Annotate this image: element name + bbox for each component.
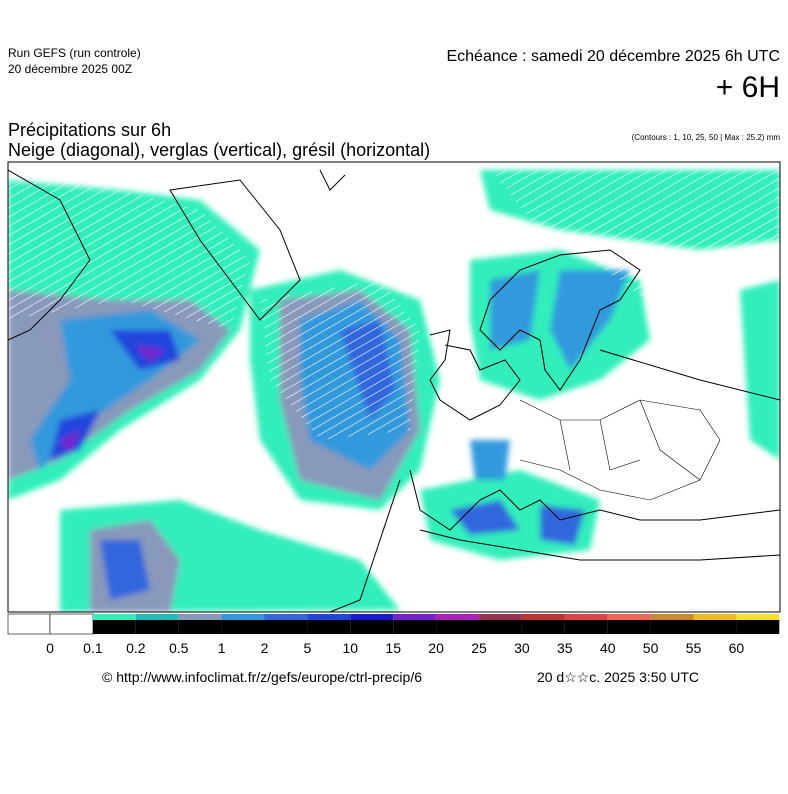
legend-swatch (92, 614, 136, 620)
contours-note: (Contours : 1, 10, 25, 50 | Max : 25.2) … (632, 133, 781, 142)
legend-tick-label: 40 (600, 640, 616, 656)
echeance: Echéance : samedi 20 décembre 2025 6h UT… (446, 48, 780, 65)
legend-bar (307, 620, 351, 634)
legend-bar (178, 620, 222, 634)
legend-bar (521, 620, 565, 634)
legend-swatch (49, 613, 94, 635)
run-date: 20 décembre 2025 00Z (8, 62, 132, 76)
legend-swatch (221, 614, 265, 620)
legend-tick-label: 60 (729, 640, 745, 656)
legend-tick-label: 10 (343, 640, 359, 656)
legend-tick-label: 35 (557, 640, 573, 656)
map-subtitle: Neige (diagonal), verglas (vertical), gr… (8, 140, 430, 160)
legend-tick-label: 5 (304, 640, 312, 656)
legend-bar (479, 620, 522, 634)
legend-bar (736, 620, 780, 634)
legend-tick-label: 30 (514, 640, 530, 656)
coastlines (8, 169, 780, 612)
legend-swatch (307, 614, 351, 620)
legend-swatch (7, 613, 51, 635)
legend-bar (650, 620, 694, 634)
snow-hatching (8, 170, 780, 440)
legend-bar (693, 620, 737, 634)
map-area (8, 162, 780, 612)
legend-tick-label: 15 (385, 640, 401, 656)
legend-swatch (564, 614, 608, 620)
legend-swatch (736, 614, 780, 620)
legend-bar (436, 620, 479, 634)
legend-bar (564, 620, 608, 634)
run-label: Run GEFS (run controle) (8, 46, 141, 60)
legend-tick-label: 55 (686, 640, 702, 656)
legend-swatch (650, 614, 694, 620)
legend-swatch (393, 614, 437, 620)
legend-swatch (350, 614, 394, 620)
legend-swatch (264, 614, 308, 620)
legend-tick-label: 0.1 (83, 640, 103, 656)
legend-tick-label: 25 (471, 640, 487, 656)
legend-swatch (436, 614, 479, 620)
color-legend: 0 0.1 0.2 0.5 1 2 5 10 15 20 25 30 35 40 50 55 60 (7, 613, 780, 656)
legend-bar (264, 620, 308, 634)
legend-swatch (135, 614, 179, 620)
legend-bar (92, 620, 136, 634)
legend-tick-label: 0.5 (169, 640, 189, 656)
legend-swatch (178, 614, 222, 620)
legend-tick-label: 50 (643, 640, 659, 656)
issued-time: 20 d☆☆c. 2025 3:50 UTC (537, 669, 699, 685)
legend-bar (221, 620, 265, 634)
lead-time: + 6H (716, 71, 780, 104)
legend-bar (135, 620, 179, 634)
borders (519, 399, 721, 501)
legend-tick-label: 0 (46, 640, 54, 656)
legend-swatch (479, 614, 522, 620)
legend-bar (393, 620, 437, 634)
legend-bar (607, 620, 651, 634)
legend-bar (350, 620, 394, 634)
map-frame (7, 161, 781, 613)
legend-tick-label: 0.2 (126, 640, 146, 656)
map-title: Précipitations sur 6h (8, 120, 171, 140)
legend-swatch (607, 614, 651, 620)
legend-swatch (521, 614, 565, 620)
source-url: © http://www.infoclimat.fr/z/gefs/europe… (102, 669, 422, 685)
legend-tick-label: 20 (428, 640, 444, 656)
legend-tick-label: 2 (261, 640, 269, 656)
legend-swatch (693, 614, 737, 620)
legend-tick-label: 1 (218, 640, 226, 656)
